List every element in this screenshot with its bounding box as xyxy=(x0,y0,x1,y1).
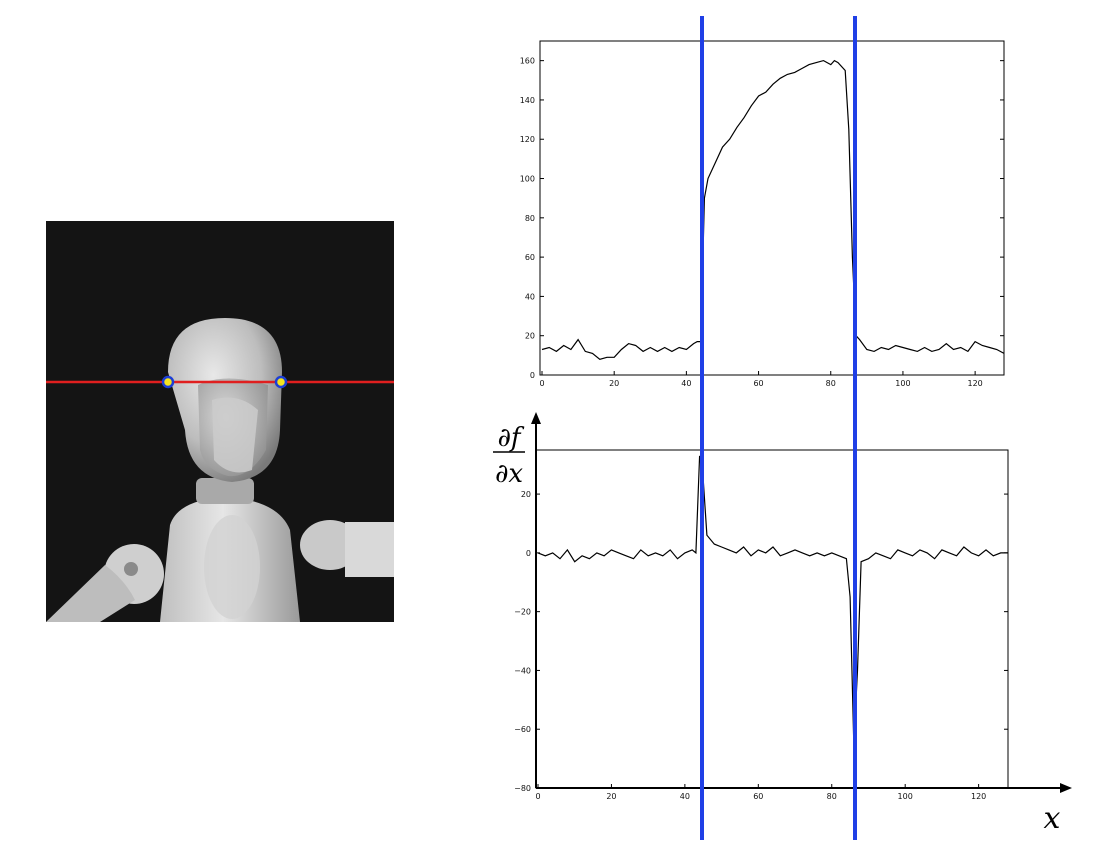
derivative-label-denominator: ∂x xyxy=(495,459,523,489)
y-axis-arrowhead xyxy=(531,412,541,424)
intensity-plot-frame xyxy=(539,40,1005,376)
derivative-plot-frame xyxy=(535,449,1009,789)
intensity-chart: 0 20 40 60 80 100 120 0 20 40 60 80 100 120 140 160 xyxy=(520,40,1005,388)
intensity-y-tick-label: 0 xyxy=(530,371,535,380)
intensity-x-tick-label: 0 xyxy=(539,379,544,388)
derivative-x-tick-label: 60 xyxy=(753,792,763,801)
intensity-x-tick-label: 40 xyxy=(681,379,691,388)
derivative-chart: 0 20 40 60 80 100 120 −80 −60 −40 −20 0 20 ∂f ∂x x xyxy=(493,412,1072,836)
derivative-x-tick-label: 120 xyxy=(971,792,986,801)
intensity-y-tick-label: 160 xyxy=(520,57,535,66)
intensity-y-tick-label: 20 xyxy=(525,332,535,341)
derivative-label-numerator: ∂f xyxy=(497,423,524,453)
intensity-x-tick-label: 80 xyxy=(826,379,836,388)
intensity-series-line xyxy=(541,59,1005,360)
derivative-y-tick-label: −80 xyxy=(514,784,531,793)
derivative-x-tick-label: 40 xyxy=(680,792,690,801)
left-edge-marker xyxy=(161,375,175,389)
intensity-x-tick-label: 20 xyxy=(609,379,619,388)
derivative-y-tick-label: −40 xyxy=(514,666,531,675)
derivative-y-tick-label: 20 xyxy=(521,490,531,499)
intensity-y-tick-label: 140 xyxy=(520,96,535,105)
derivative-x-tick-label: 100 xyxy=(898,792,913,801)
intensity-y-tick-label: 100 xyxy=(520,175,535,184)
derivative-y-tick-label: −20 xyxy=(514,608,531,617)
derivative-y-tick-label: 0 xyxy=(526,549,531,558)
x-axis-arrowhead xyxy=(1060,783,1072,793)
intensity-y-tick-label: 40 xyxy=(525,292,535,301)
intensity-x-tick-label: 60 xyxy=(753,379,763,388)
derivative-y-tick-label: −60 xyxy=(514,725,531,734)
x-axis-label: x xyxy=(1044,801,1061,836)
intensity-y-tick-label: 60 xyxy=(525,253,535,262)
intensity-y-tick-label: 120 xyxy=(520,135,535,144)
derivative-series-line xyxy=(537,455,1008,744)
derivative-x-tick-label: 20 xyxy=(606,792,616,801)
intensity-x-tick-label: 100 xyxy=(895,379,910,388)
intensity-y-tick-label: 80 xyxy=(525,214,535,223)
intensity-x-tick-label: 120 xyxy=(967,379,982,388)
derivative-x-tick-label: 80 xyxy=(827,792,837,801)
mannequin-photo xyxy=(46,221,394,622)
derivative-x-tick-label: 0 xyxy=(535,792,540,801)
right-edge-marker xyxy=(274,375,288,389)
